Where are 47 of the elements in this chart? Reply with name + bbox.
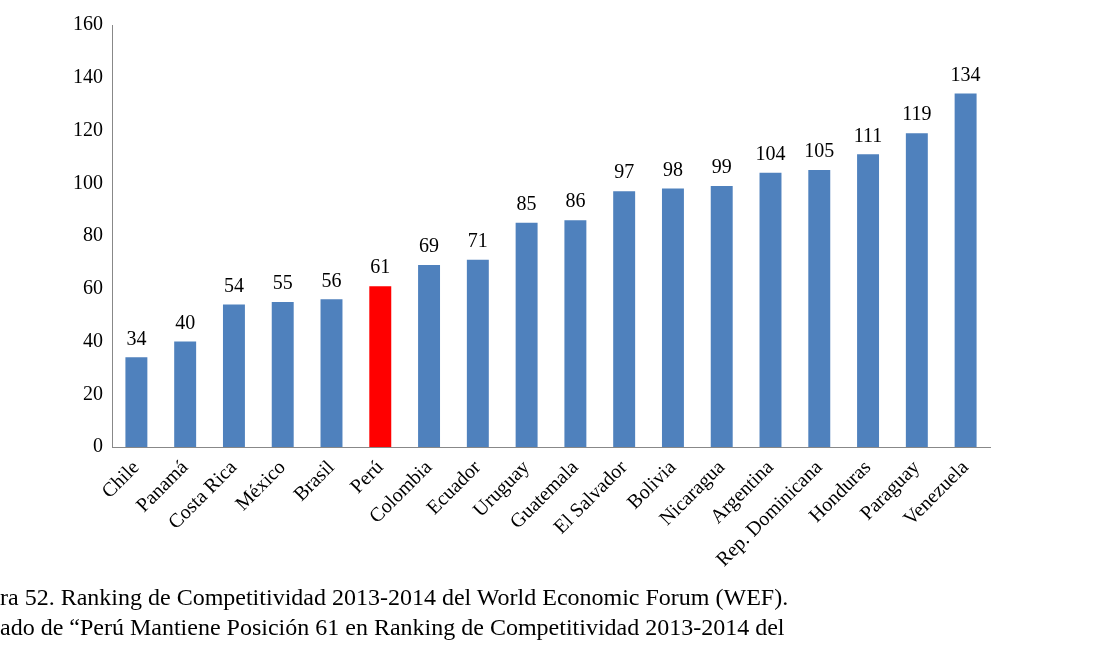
data-label: 71: [467, 229, 488, 252]
data-label: 104: [755, 141, 786, 164]
data-label: 99: [711, 155, 732, 178]
bar: [369, 286, 392, 448]
data-label: 40: [175, 310, 196, 333]
data-label: 119: [902, 102, 932, 125]
y-tick-label: 140: [73, 65, 103, 88]
data-label: 86: [565, 189, 586, 212]
bar: [905, 133, 928, 448]
bar: [710, 185, 733, 448]
y-tick-label: 40: [83, 328, 103, 351]
bar: [857, 154, 880, 448]
bar: [515, 222, 538, 448]
data-label: 98: [662, 157, 683, 180]
data-label: 134: [950, 62, 981, 85]
text: ra 52. Ranking de Competitividad 2013-2014 del World Economic Forum (WEF).: [0, 583, 789, 612]
data-label: 97: [614, 160, 635, 183]
bar: [613, 191, 636, 448]
bar: [808, 170, 831, 448]
bar: [174, 341, 197, 448]
data-label: 61: [370, 255, 391, 278]
bar: [759, 172, 782, 448]
data-label: 56: [321, 268, 342, 291]
data-label: 85: [516, 192, 537, 215]
bar: [222, 304, 245, 448]
data-label: 34: [126, 326, 147, 349]
y-tick-label: 20: [83, 381, 103, 404]
bar: [466, 259, 489, 448]
y-tick-label: 100: [73, 170, 103, 193]
y-tick-label: 80: [83, 223, 103, 246]
data-label: 54: [223, 273, 244, 296]
y-tick-label: 120: [73, 117, 103, 140]
data-label: 105: [804, 139, 835, 162]
bar: [271, 301, 294, 448]
data-label: 69: [419, 234, 440, 257]
y-tick-label: 0: [93, 434, 103, 457]
bar: [418, 265, 441, 448]
bar: [564, 220, 587, 448]
data-label: 55: [272, 271, 293, 294]
data-label: 111: [853, 123, 883, 146]
bar: [125, 357, 148, 448]
y-tick-label: 160: [73, 12, 103, 35]
bar: [320, 299, 343, 448]
bar: [661, 188, 684, 448]
y-tick-label: 60: [83, 276, 103, 299]
bar: [954, 93, 977, 448]
text: ado de “Perú Mantiene Posición 61 en Ranking de Competitividad 2013-2014 del: [0, 613, 786, 642]
